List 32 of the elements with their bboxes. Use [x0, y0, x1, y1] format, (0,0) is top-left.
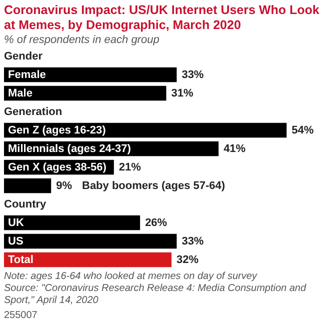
data-label: 31% — [171, 87, 194, 100]
y-tick-label: Baby boomers (ages 57-64) — [82, 180, 226, 192]
y-tick-label: US — [8, 235, 24, 248]
bar — [4, 215, 140, 230]
y-tick-label: Millennials (ages 24-37) — [8, 142, 132, 155]
data-label: 33% — [182, 235, 204, 248]
y-tick-label: Country — [4, 198, 48, 210]
bar — [4, 252, 172, 268]
bar — [4, 178, 52, 194]
data-label: 32% — [176, 254, 199, 266]
bar — [4, 86, 166, 101]
y-tick-label: Male — [8, 87, 32, 100]
y-tick-label: Gen X (ages 38-56) — [8, 161, 107, 174]
data-label: 21% — [118, 161, 142, 174]
y-tick-label: Female — [8, 68, 46, 81]
text: 255007 — [4, 310, 38, 322]
bar — [4, 67, 177, 82]
data-label: 9% — [56, 180, 72, 192]
y-tick-label: UK — [8, 216, 24, 229]
data-label: 26% — [145, 216, 168, 229]
y-tick-label: Gen Z (ages 16-23) — [8, 124, 106, 136]
data-label: 54% — [292, 124, 314, 136]
bar — [4, 234, 177, 249]
chart-title: Coronavirus Impact: US/UK Internet Users Who Look at Memes, by Demographic, March 2020 — [4, 3, 320, 33]
chart-subtitle: % of respondents in each group — [4, 33, 160, 47]
y-tick-label: Gender — [4, 50, 44, 62]
y-tick-label: Total — [8, 254, 34, 266]
data-label: 41% — [224, 142, 246, 155]
data-label: 33% — [182, 68, 204, 81]
source-note: Source: "Coronavirus Research Release 4: Media Consumption and Sport," April 14, 2020 — [4, 283, 308, 307]
text: Note: ages 16-64 who looked at memes on day of survey — [4, 271, 258, 283]
y-tick-label: Generation — [4, 106, 62, 118]
